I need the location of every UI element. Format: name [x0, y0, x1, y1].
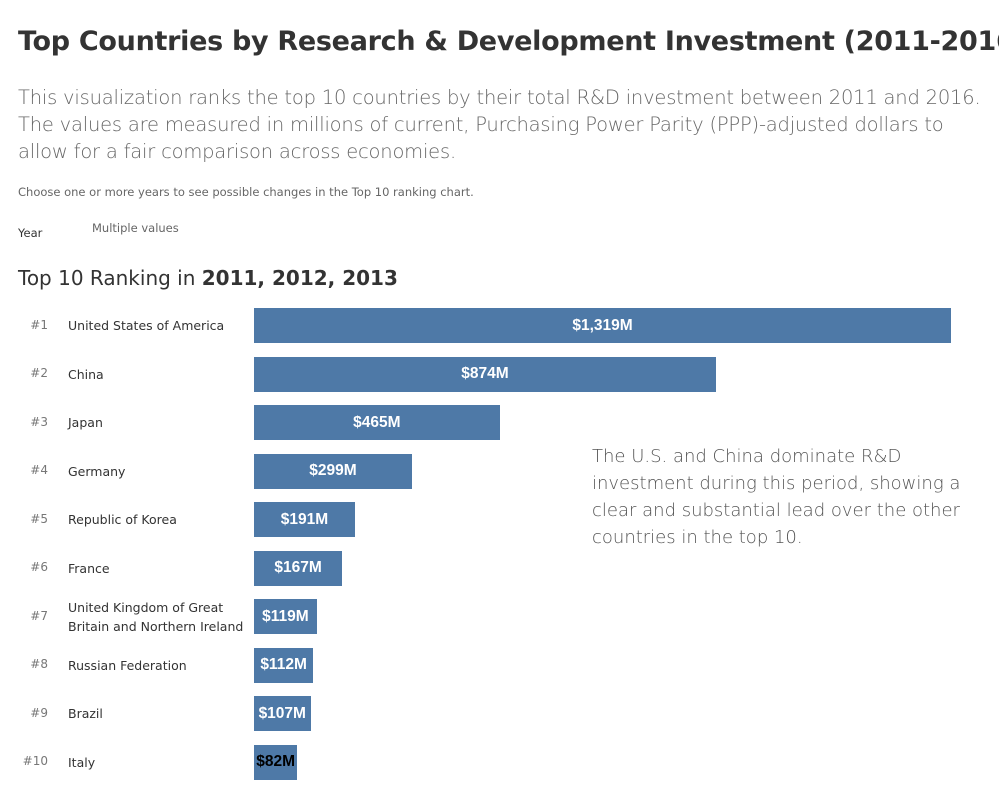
rank-label: #9	[30, 705, 48, 720]
rank-label: #6	[30, 560, 48, 575]
bar[interactable]: $1,319M	[254, 308, 951, 343]
country-label: France	[68, 560, 110, 576]
bar-value-label: $1,319M	[572, 316, 633, 334]
chart-annotation: The U.S. and China dominate R&D investme…	[592, 446, 961, 548]
filter-hint: Choose one or more years to see possible…	[18, 185, 474, 199]
bar-value-label: $874M	[461, 365, 509, 383]
year-filter-dropdown[interactable]: Multiple values	[92, 221, 179, 235]
bar-value-label: $82M	[256, 753, 296, 771]
rank-label: #5	[30, 511, 48, 526]
country-label: Italy	[68, 754, 96, 770]
bar[interactable]: $874M	[254, 356, 716, 392]
bar[interactable]: $465M	[254, 405, 500, 441]
rank-label: #8	[30, 657, 48, 672]
country-label: Russian Federation	[68, 657, 187, 673]
rank-label: #10	[22, 754, 48, 769]
page-title: Top Countries by Research & Development …	[18, 26, 999, 57]
bar[interactable]: $167M	[254, 550, 343, 586]
country-label: United Kingdom of Great Britain and Nort…	[68, 599, 244, 634]
country-label: China	[68, 366, 104, 382]
page-description: This visualization ranks the top 10 coun…	[18, 86, 981, 163]
rank-label: #3	[30, 414, 48, 429]
bar[interactable]: $107M	[254, 696, 311, 732]
country-label: Germany	[68, 463, 126, 479]
chart-title: Top 10 Ranking in 2011, 2012, 2013	[18, 266, 398, 290]
country-label: Republic of Korea	[68, 512, 177, 528]
rank-label: #7	[30, 608, 48, 623]
country-label: Brazil	[68, 706, 103, 722]
bar-value-label: $112M	[260, 656, 307, 674]
country-label: United States of America	[68, 318, 225, 333]
rank-label: #1	[30, 317, 48, 332]
bar-value-label: $107M	[258, 704, 306, 722]
bar-value-label: $167M	[274, 559, 322, 577]
year-filter-label: Year	[18, 226, 43, 240]
bar[interactable]: $82M	[254, 744, 298, 780]
bar[interactable]: $299M	[254, 453, 412, 489]
country-label: Japan	[68, 415, 103, 431]
bar-value-label: $119M	[262, 607, 309, 625]
chart-title-years: 2011, 2012, 2013	[201, 266, 398, 290]
rank-label: #4	[30, 463, 48, 478]
bar[interactable]: $119M	[254, 599, 317, 635]
bar-value-label: $299M	[309, 462, 357, 480]
bar-value-label: $191M	[280, 510, 329, 528]
chart-title-prefix: Top 10 Ranking in	[18, 266, 202, 290]
bar-value-label: $465M	[353, 413, 401, 431]
rank-label: #2	[30, 366, 48, 381]
bar[interactable]: $191M	[254, 502, 355, 538]
bar[interactable]: $112M	[254, 647, 314, 683]
